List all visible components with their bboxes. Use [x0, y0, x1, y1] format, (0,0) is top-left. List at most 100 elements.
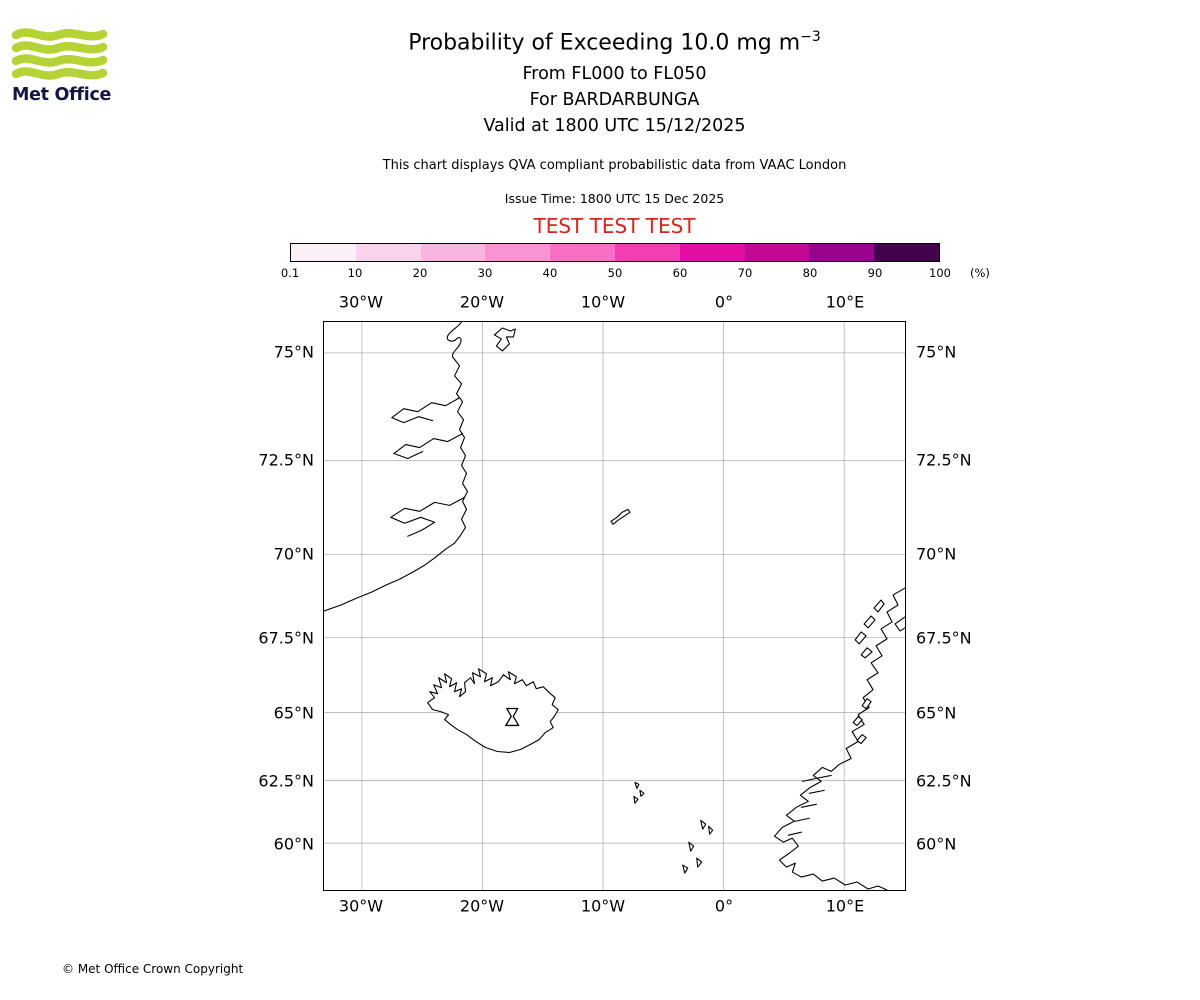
- met-office-logo: Met Office: [12, 26, 112, 105]
- lat-label-right: 75°N: [916, 342, 957, 362]
- colorbar-segment: [809, 244, 875, 261]
- lon-label-bottom: 20°W: [459, 896, 505, 916]
- colorbar-tick-label: 100: [929, 266, 951, 280]
- coastlines: [324, 322, 905, 890]
- coastline-lofoten: [860, 647, 873, 659]
- lat-label-left: 72.5°N: [258, 450, 314, 470]
- lat-label-right: 70°N: [916, 544, 957, 564]
- coastline-greenland-fjord: [393, 433, 464, 460]
- coastline-faroes: [639, 789, 645, 797]
- subtitle-flight-levels: From FL000 to FL050: [522, 64, 707, 84]
- colorbar-segment: [614, 244, 680, 261]
- logo-wave: [12, 67, 107, 80]
- colorbar-tick-label: 20: [412, 266, 428, 280]
- coastline-norway-island: [856, 733, 867, 745]
- lat-label-left: 70°N: [273, 544, 314, 564]
- chart-title: Probability of Exceeding 10.0 mg m−3: [323, 29, 906, 55]
- lat-label-right: 62.5°N: [916, 771, 972, 791]
- coastline-shetland: [682, 864, 689, 874]
- copyright: © Met Office Crown Copyright: [62, 962, 244, 976]
- lat-label-left: 60°N: [273, 834, 314, 854]
- chart-title-exponent: −3: [800, 29, 821, 45]
- coastline-faroes: [633, 795, 639, 804]
- lat-label-left: 75°N: [273, 342, 314, 362]
- coastline-norway-fjord: [801, 774, 832, 782]
- lon-label-bottom: 30°W: [338, 896, 384, 916]
- test-banner: TEST TEST TEST: [533, 214, 696, 238]
- logo-wave: [12, 28, 107, 41]
- coastline-shetland: [708, 825, 714, 835]
- coastline-faroes: [634, 781, 640, 789]
- lat-label-left: 67.5°N: [258, 628, 314, 648]
- logo-wave: [12, 41, 107, 54]
- coastline-iceland: [427, 668, 559, 754]
- coastline-greenland-fjord: [390, 496, 466, 537]
- lon-label-top: 0°: [714, 292, 734, 312]
- volcano-marker: [505, 707, 520, 727]
- chart-title-text: Probability of Exceeding 10.0 mg m: [408, 30, 801, 56]
- coastline-norway-fjord: [808, 789, 825, 794]
- colorbar-tick-label: 0.1: [280, 266, 300, 280]
- coastline-shetland: [696, 857, 703, 868]
- grid-lines: [324, 322, 905, 890]
- colorbar-segments: [290, 243, 940, 262]
- subtitle-volcano-name: For BARDARBUNGA: [529, 90, 700, 110]
- lat-label-right: 72.5°N: [916, 450, 972, 470]
- qva-disclaimer: This chart displays QVA compliant probab…: [382, 158, 847, 173]
- colorbar-segment: [485, 244, 551, 261]
- coastline-jan-mayen: [610, 508, 631, 525]
- probability-colorbar: 0.1 10 20 30 40 50 60 70 80 90 100 (%): [281, 243, 990, 285]
- coastline-norway: [894, 616, 905, 632]
- coastline-greenland-fjord: [391, 397, 461, 424]
- volcano-symbol: [505, 707, 520, 727]
- met-office-logo-waves: [12, 28, 107, 80]
- coastline-norway-fjord: [794, 817, 810, 822]
- colorbar-segment: [679, 244, 745, 261]
- lon-label-bottom: 0°: [714, 896, 734, 916]
- coastline-norway-fjord: [800, 803, 817, 808]
- colorbar-unit-label: (%): [970, 266, 990, 280]
- colorbar-tick-label: 70: [737, 266, 753, 280]
- lon-label-bottom: 10°E: [825, 896, 865, 916]
- coastline-norway-island: [861, 698, 872, 710]
- lat-label-right: 65°N: [916, 703, 957, 723]
- colorbar-tick-label: 50: [607, 266, 623, 280]
- coastline-greenland: [324, 356, 469, 612]
- map-area: 30°W 30°W 20°W 20°W 10°W 10°W 0° 0° 10°E 10°E 75°N…: [258, 293, 971, 916]
- colorbar-segment: [420, 244, 486, 261]
- coastline-greenland-island: [493, 327, 516, 352]
- coastline-greenland: [446, 322, 463, 358]
- lon-label-bottom: 10°W: [580, 896, 626, 916]
- colorbar-segment: [874, 244, 939, 261]
- colorbar-tick-label: 90: [867, 266, 883, 280]
- colorbar-segment: [744, 244, 810, 261]
- lat-label-left: 62.5°N: [258, 771, 314, 791]
- colorbar-tick-label: 80: [802, 266, 818, 280]
- colorbar-tick-label: 40: [542, 266, 558, 280]
- subtitle-valid-time: Valid at 1800 UTC 15/12/2025: [483, 116, 746, 136]
- lat-label-right: 67.5°N: [916, 628, 972, 648]
- lat-label-right: 60°N: [916, 834, 957, 854]
- lon-label-top: 10°W: [580, 292, 626, 312]
- map-svg: [323, 321, 906, 891]
- coastline-norway-fjord: [787, 831, 802, 836]
- coastline-norway-island: [852, 716, 863, 727]
- lon-label-top: 30°W: [338, 292, 384, 312]
- coastline-shetland: [700, 819, 707, 830]
- colorbar-tick-label: 30: [477, 266, 493, 280]
- logo-wave: [12, 54, 107, 67]
- colorbar-tick-label: 10: [347, 266, 363, 280]
- coastline-lofoten: [873, 599, 885, 613]
- met-office-logo-text: Met Office: [12, 85, 112, 105]
- coastline-shetland: [688, 841, 695, 852]
- colorbar-segment: [550, 244, 615, 261]
- coastline-lofoten: [863, 615, 876, 629]
- lat-label-left: 65°N: [273, 703, 314, 723]
- lon-label-top: 10°E: [825, 292, 865, 312]
- lon-label-top: 20°W: [459, 292, 505, 312]
- coastline-lofoten: [854, 631, 867, 645]
- colorbar-ticks: 0.1 10 20 30 40 50 60 70 80 90 100: [281, 243, 951, 285]
- colorbar-tick-label: 60: [672, 266, 688, 280]
- colorbar-segment: [291, 244, 356, 261]
